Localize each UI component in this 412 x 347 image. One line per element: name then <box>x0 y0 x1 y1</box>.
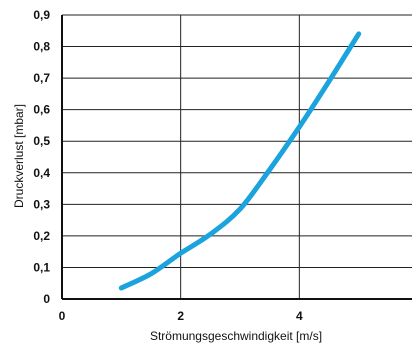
y-axis-label: Druckverlust [mbar] <box>12 104 26 208</box>
y-tick-label: 0,4 <box>33 166 50 180</box>
tick-labels: 0 0,1 0,2 0,3 0,4 0,5 0,6 0,7 0,8 0,9 0 2 4 <box>33 8 303 323</box>
x-tick-label: 2 <box>177 309 184 323</box>
y-tick-label: 0,9 <box>33 8 50 22</box>
series-line <box>118 31 362 291</box>
y-tick-label: 0,7 <box>33 71 50 85</box>
y-tick-label: 0,2 <box>33 229 50 243</box>
y-tick-label: 0 <box>43 292 50 306</box>
x-axis-label: Strömungsgeschwindigkeit [m/s] <box>150 329 322 343</box>
grid <box>62 14 412 299</box>
y-tick-label: 0,8 <box>33 40 50 54</box>
y-tick-label: 0,6 <box>33 103 50 117</box>
x-tick-label: 4 <box>296 309 303 323</box>
y-tick-label: 0,1 <box>33 260 50 274</box>
y-tick-label: 0,5 <box>33 134 50 148</box>
x-tick-label: 0 <box>59 309 66 323</box>
series-layer <box>118 31 362 291</box>
y-tick-label: 0,3 <box>33 197 50 211</box>
axes <box>61 15 412 300</box>
